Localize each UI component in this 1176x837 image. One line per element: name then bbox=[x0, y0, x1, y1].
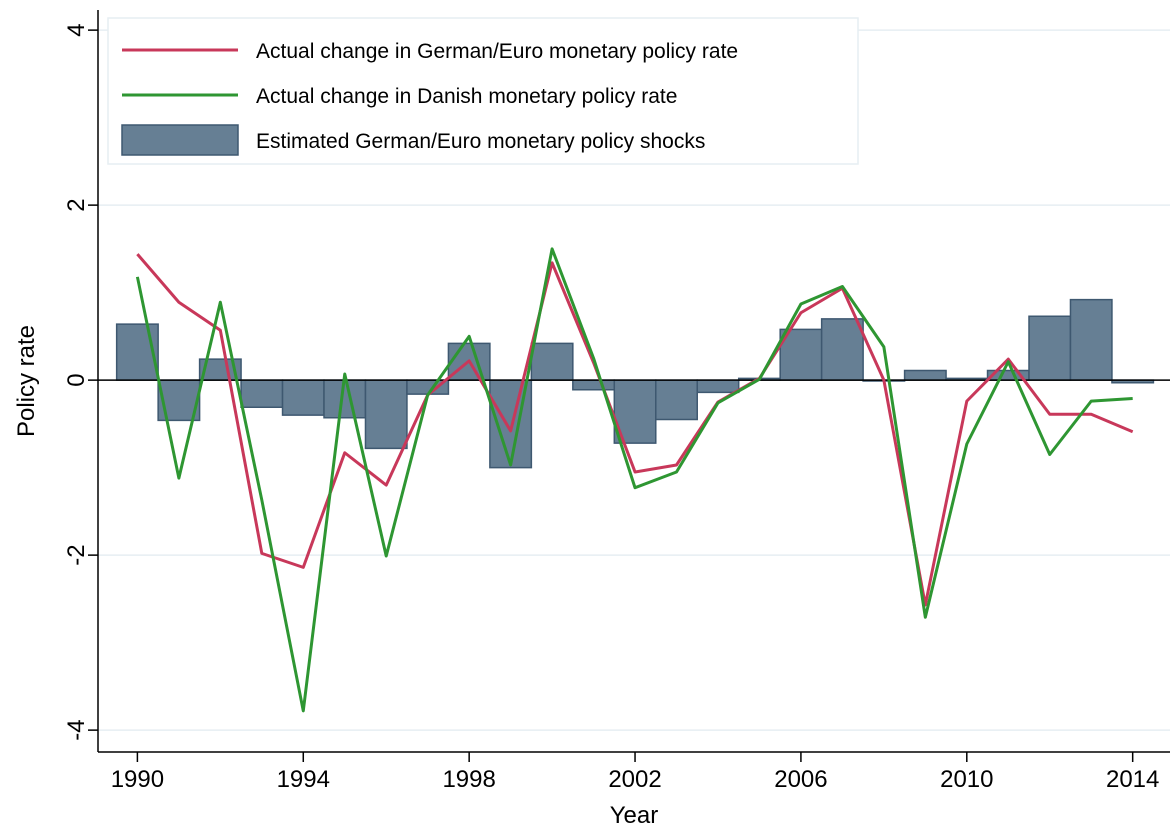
bar bbox=[903, 369, 947, 381]
y-axis-label: Policy rate bbox=[13, 325, 40, 437]
x-tick-label: 1990 bbox=[111, 766, 164, 793]
bar bbox=[779, 328, 823, 381]
legend-swatch bbox=[121, 124, 239, 156]
bar bbox=[530, 342, 574, 381]
x-tick-label: 1994 bbox=[277, 766, 330, 793]
x-tick-label: 1998 bbox=[442, 766, 495, 793]
y-tick-label: -2 bbox=[63, 544, 90, 565]
line bbox=[135, 247, 1133, 713]
legend-label: Estimated German/Euro monetary policy sh… bbox=[256, 130, 705, 153]
x-tick-label: 2006 bbox=[774, 766, 827, 793]
bar bbox=[323, 379, 367, 419]
x-tick-label: 2010 bbox=[940, 766, 993, 793]
bar bbox=[281, 379, 325, 416]
legend-label: Actual change in Danish monetary policy … bbox=[256, 85, 677, 108]
y-tick-label: 4 bbox=[63, 23, 90, 36]
bar bbox=[572, 379, 616, 391]
bar bbox=[240, 379, 284, 408]
bar bbox=[1069, 298, 1113, 381]
y-tick-label: 2 bbox=[63, 198, 90, 211]
line bbox=[136, 253, 1134, 607]
bar bbox=[696, 379, 740, 394]
x-tick-label: 2014 bbox=[1106, 766, 1159, 793]
y-tick-label: 0 bbox=[63, 373, 90, 386]
bar bbox=[655, 379, 698, 421]
legend-label: Actual change in German/Euro monetary po… bbox=[256, 40, 738, 63]
x-axis-label: Year bbox=[610, 802, 659, 829]
bar bbox=[1028, 315, 1072, 381]
x-tick-label: 2002 bbox=[608, 766, 661, 793]
y-tick-label: -4 bbox=[63, 719, 90, 740]
bar bbox=[364, 379, 408, 450]
bar bbox=[820, 318, 864, 381]
